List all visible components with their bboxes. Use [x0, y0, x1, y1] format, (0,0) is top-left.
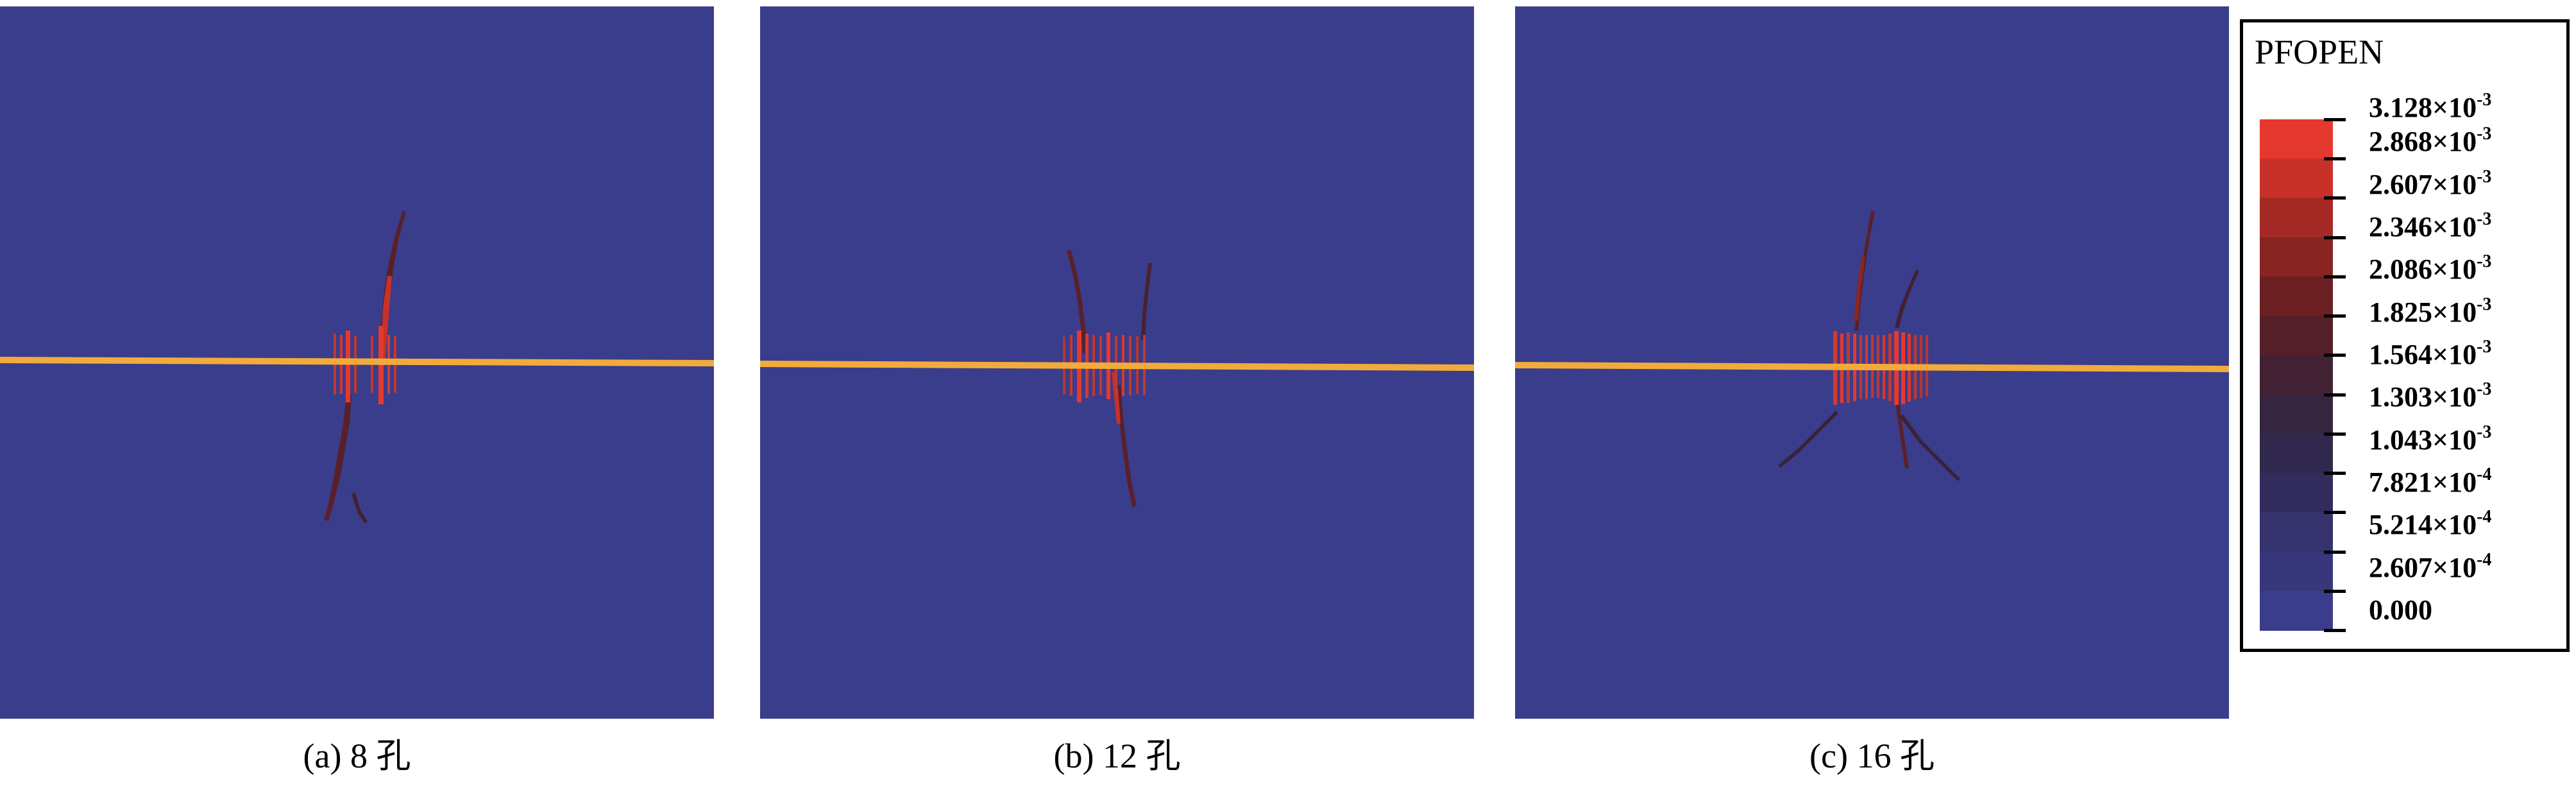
perforation-fracture — [346, 330, 350, 402]
legend-label: 1.043×10-3 — [2369, 422, 2492, 456]
legend-label: 2.346×10-3 — [2369, 209, 2492, 243]
lower-fracture-tail — [352, 493, 368, 523]
legend-tick — [2324, 393, 2346, 397]
caption-a: (a) 8 孔 — [303, 737, 411, 775]
panel-12-holes — [760, 6, 1474, 719]
legend-tick — [2324, 589, 2346, 593]
color-legend: PFOPEN 3.128×10-3 2.868×10-3 2.607×10-3 2.3… — [2240, 19, 2570, 652]
legend-swatch — [2260, 276, 2333, 317]
legend-tick — [2324, 511, 2346, 515]
lower-fracture-branch — [324, 395, 352, 521]
fracture-plot-c — [1515, 210, 2229, 481]
lower-fracture-tail-left — [1778, 411, 1838, 468]
legend-swatch — [2260, 473, 2333, 513]
legend-swatch — [2260, 316, 2333, 356]
legend-label: 2.086×10-3 — [2369, 252, 2492, 286]
legend-label: 2.868×10-3 — [2369, 124, 2492, 158]
legend-tick — [2324, 629, 2346, 632]
legend-swatch — [2260, 198, 2333, 238]
legend-label: 1.825×10-3 — [2369, 294, 2492, 328]
horizontal-wellbore — [1515, 362, 2229, 372]
legend-swatch — [2260, 551, 2333, 592]
fracture-plot-a — [0, 210, 714, 523]
horizontal-wellbore — [0, 357, 714, 366]
legend-swatch — [2260, 119, 2333, 160]
legend-tick — [2324, 275, 2346, 278]
legend-swatch — [2260, 237, 2333, 277]
legend-label: 0.000 — [2369, 594, 2432, 626]
upper-fracture-core — [1854, 257, 1865, 321]
legend-swatch — [2260, 590, 2333, 631]
perforation-fractures — [334, 326, 396, 404]
legend-tick — [2324, 550, 2346, 554]
upper-fracture-branch-right — [1895, 270, 1919, 329]
legend-label: 3.128×10-3 — [2369, 90, 2492, 124]
legend-tick — [2324, 118, 2346, 121]
legend-swatch — [2260, 158, 2333, 199]
legend-swatch — [2260, 394, 2333, 434]
lower-fracture-branch — [1894, 388, 1909, 468]
caption-b: (b) 12 孔 — [1053, 737, 1181, 775]
upper-fracture-branch — [1067, 250, 1087, 353]
legend-tick — [2324, 236, 2346, 239]
legend-swatch — [2260, 355, 2333, 395]
legend-label: 5.214×10-4 — [2369, 507, 2492, 541]
perforation-fracture — [378, 326, 384, 404]
upper-fracture-branch-right — [1141, 263, 1152, 340]
caption-c: (c) 16 孔 — [1809, 737, 1935, 775]
horizontal-wellbore — [760, 361, 1474, 371]
legend-tick — [2324, 472, 2346, 475]
legend-swatch — [2260, 512, 2333, 552]
legend-label: 7.821×10-4 — [2369, 465, 2492, 499]
panel-16-holes — [1515, 6, 2229, 719]
panel-8-holes — [0, 6, 714, 719]
lower-fracture-core — [1112, 372, 1121, 424]
legend-tick — [2324, 196, 2346, 200]
legend-label: 2.607×10-3 — [2369, 166, 2492, 200]
lower-fracture-branch — [1116, 385, 1137, 507]
legend-label: 2.607×10-4 — [2369, 549, 2492, 583]
lower-fracture-tail — [1900, 415, 1960, 481]
legend-tick — [2324, 432, 2346, 436]
legend-label: 1.564×10-3 — [2369, 337, 2492, 371]
legend-swatch — [2260, 433, 2333, 474]
legend-tick — [2324, 314, 2346, 318]
legend-color-bar — [2260, 119, 2333, 631]
legend-tick — [2324, 354, 2346, 357]
legend-tick — [2324, 157, 2346, 161]
fracture-plot-b — [760, 250, 1474, 507]
legend-label: 1.303×10-3 — [2369, 379, 2492, 413]
legend-title: PFOPEN — [2255, 33, 2384, 71]
